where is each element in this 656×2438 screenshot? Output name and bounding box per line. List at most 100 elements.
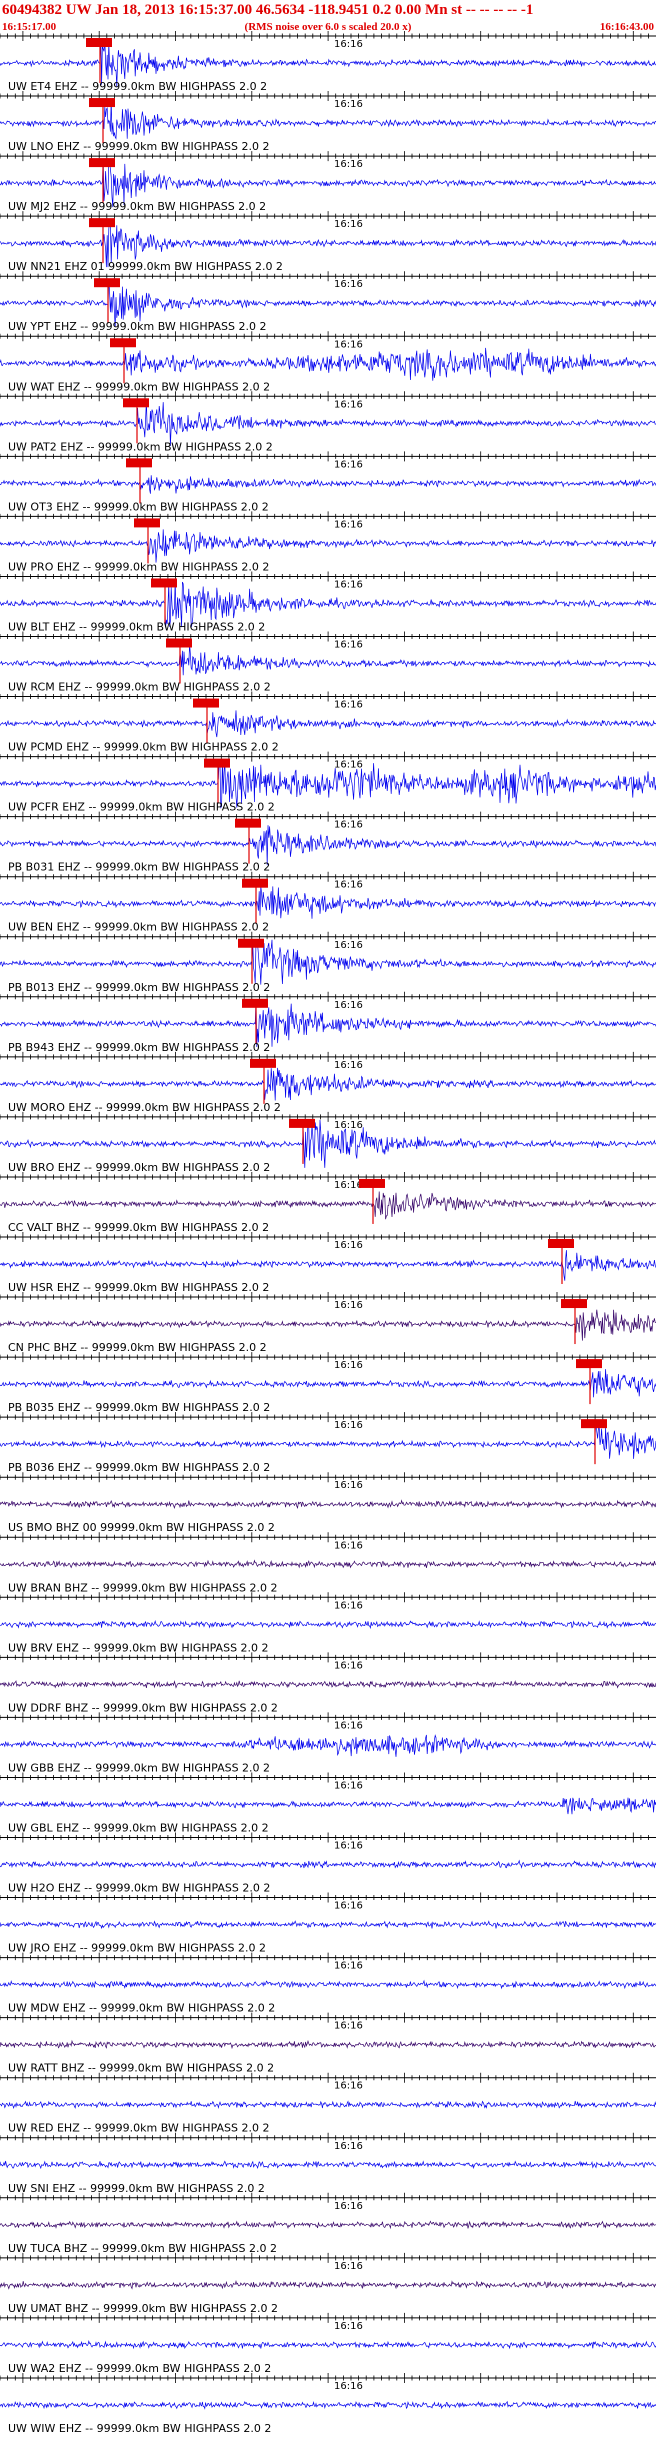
time-label: 16:16 xyxy=(334,39,363,50)
trace-label: UW BEN EHZ -- 99999.0km BW HIGHPASS 2.0 … xyxy=(8,921,269,934)
pick-box xyxy=(561,1299,587,1309)
time-label: 16:16 xyxy=(334,459,363,470)
waveform xyxy=(0,1680,656,1689)
pick-box xyxy=(235,818,261,828)
waveform xyxy=(0,1619,656,1630)
time-ticks xyxy=(0,391,649,402)
trace-label: PB B943 EHZ -- 99999.0km BW HIGHPASS 2.0… xyxy=(8,1041,270,1054)
time-label: 16:16 xyxy=(334,1420,363,1431)
trace-label: UW MDW EHZ -- 99999.0km BW HIGHPASS 2.0 … xyxy=(8,2002,275,2015)
pick-box xyxy=(576,1359,602,1369)
pick-box xyxy=(89,158,115,168)
time-label: 16:16 xyxy=(334,219,363,230)
time-ticks xyxy=(0,991,649,1002)
time-label: 16:16 xyxy=(334,1060,363,1071)
waveform xyxy=(0,2220,656,2230)
time-ticks xyxy=(0,1892,649,1903)
time-ticks xyxy=(0,1412,649,1423)
time-label: 16:16 xyxy=(334,399,363,410)
waveform xyxy=(0,2339,656,2350)
trace-label: UW ET4 EHZ -- 99999.0km BW HIGHPASS 2.0 … xyxy=(8,80,267,93)
time-ticks xyxy=(0,2192,649,2203)
time-ticks xyxy=(0,1712,649,1723)
time-ticks xyxy=(0,871,649,882)
pick-box xyxy=(359,1178,385,1188)
pick-box xyxy=(204,758,230,768)
waveform xyxy=(0,939,656,985)
time-label: 16:16 xyxy=(334,1000,363,1011)
time-label: 16:16 xyxy=(334,2261,363,2272)
time-label: 16:16 xyxy=(334,2081,363,2092)
waveform xyxy=(0,38,656,88)
trace-label: UW PCMD EHZ -- 99999.0km BW HIGHPASS 2.0… xyxy=(8,741,279,754)
time-ticks xyxy=(0,2312,649,2323)
time-label: 16:16 xyxy=(334,279,363,290)
time-ticks xyxy=(0,931,649,942)
time-label: 16:16 xyxy=(334,880,363,891)
time-label: 16:16 xyxy=(334,1720,363,1731)
time-ticks xyxy=(0,1171,649,1182)
time-label: 16:16 xyxy=(334,820,363,831)
pick-box xyxy=(250,1058,276,1068)
pick-box xyxy=(94,278,120,288)
trace-label: UW OT3 EHZ -- 99999.0km BW HIGHPASS 2.0 … xyxy=(8,500,269,513)
waveform xyxy=(0,759,656,809)
trace-label: UW WIW EHZ -- 99999.0km BW HIGHPASS 2.0 … xyxy=(8,2422,271,2435)
time-label: 16:16 xyxy=(334,2141,363,2152)
time-ticks xyxy=(0,331,649,342)
time-ticks xyxy=(0,811,649,822)
waveform xyxy=(0,529,656,563)
time-ticks xyxy=(0,2012,649,2023)
time-ticks xyxy=(0,1952,649,1963)
time-label: 16:16 xyxy=(334,1480,363,1491)
time-label: 16:16 xyxy=(334,700,363,711)
pick-box xyxy=(123,398,149,408)
waveform xyxy=(0,1119,656,1168)
waveform xyxy=(0,643,656,676)
time-ticks xyxy=(0,1652,649,1663)
time-label: 16:16 xyxy=(334,1600,363,1611)
trace-label: UW TUCA BHZ -- 99999.0km BW HIGHPASS 2.0… xyxy=(8,2242,277,2255)
time-label: 16:16 xyxy=(334,159,363,170)
time-ticks xyxy=(0,1051,649,1062)
waveform xyxy=(0,1979,656,1990)
pick-box xyxy=(126,458,152,468)
time-label: 16:16 xyxy=(334,519,363,530)
waveform xyxy=(0,1250,656,1281)
time-ticks xyxy=(0,2072,649,2083)
trace-label: UW HSR EHZ -- 99999.0km BW HIGHPASS 2.0 … xyxy=(8,1281,269,1294)
waveform xyxy=(0,400,656,447)
waveform xyxy=(0,475,656,494)
time-ticks xyxy=(0,1772,649,1783)
waveform xyxy=(0,1499,656,1510)
waveform xyxy=(0,1067,656,1101)
waveform xyxy=(0,2279,656,2290)
trace-label: UW RED EHZ -- 99999.0km BW HIGHPASS 2.0 … xyxy=(8,2122,270,2135)
pick-box xyxy=(134,518,160,528)
waveform xyxy=(0,1797,656,1815)
waveform xyxy=(0,2039,656,2050)
waveform xyxy=(0,1420,656,1459)
pick-box xyxy=(166,638,192,648)
waveform xyxy=(0,1559,656,1569)
waveform xyxy=(0,347,656,381)
trace-label: UW BRO EHZ -- 99999.0km BW HIGHPASS 2.0 … xyxy=(8,1161,270,1174)
end-time: 16:16:43.00 xyxy=(600,21,655,33)
time-ticks xyxy=(0,1352,649,1363)
trace-label: UW PCFR EHZ -- 99999.0km BW HIGHPASS 2.0… xyxy=(8,801,275,814)
waveform xyxy=(0,279,656,327)
waveform xyxy=(0,2400,656,2410)
trace-label: UW LNO EHZ -- 99999.0km BW HIGHPASS 2.0 … xyxy=(8,140,269,153)
waveform xyxy=(0,710,656,738)
time-ticks xyxy=(0,1232,649,1242)
pick-box xyxy=(548,1239,574,1248)
time-ticks xyxy=(0,211,649,222)
time-ticks xyxy=(0,691,649,702)
pick-box xyxy=(289,1118,315,1128)
trace-label: PB B013 EHZ -- 99999.0km BW HIGHPASS 2.0… xyxy=(8,981,270,994)
waveform xyxy=(0,1734,656,1757)
time-label: 16:16 xyxy=(334,99,363,110)
waveform xyxy=(0,1191,656,1220)
time-label: 16:16 xyxy=(334,1660,363,1671)
time-label: 16:16 xyxy=(334,1300,363,1311)
